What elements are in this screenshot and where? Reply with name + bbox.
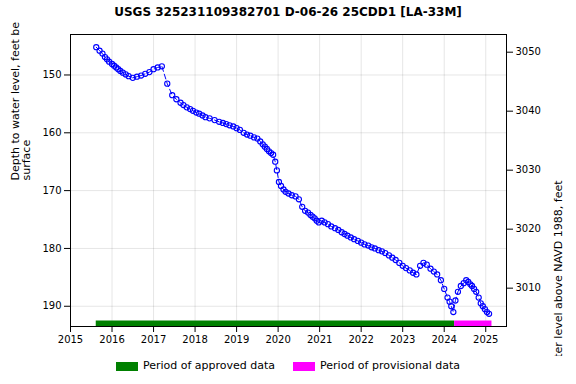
svg-text:2024: 2024 xyxy=(431,334,456,345)
svg-text:Depth to water level, feet bel: Depth to water level, feet below landsur… xyxy=(9,22,33,181)
svg-text:3020: 3020 xyxy=(516,223,541,234)
svg-text:2016: 2016 xyxy=(99,334,124,345)
svg-text:160: 160 xyxy=(42,127,61,138)
svg-text:2021: 2021 xyxy=(307,334,332,345)
svg-text:150: 150 xyxy=(42,69,61,80)
svg-text:3040: 3040 xyxy=(516,105,541,116)
svg-text:2022: 2022 xyxy=(348,334,373,345)
svg-text:2025: 2025 xyxy=(473,334,498,345)
svg-text:2017: 2017 xyxy=(141,334,166,345)
html-text:Period of provisional data: Period of provisional data xyxy=(320,359,461,372)
svg-text:2015: 2015 xyxy=(58,334,83,345)
svg-text:3030: 3030 xyxy=(516,164,541,175)
svg-text:3010: 3010 xyxy=(516,282,541,293)
svg-text:2019: 2019 xyxy=(224,334,249,345)
svg-text:170: 170 xyxy=(42,185,61,196)
svg-text:Groundwater level above NAVD 1: Groundwater level above NAVD 1988, feet xyxy=(552,180,565,356)
svg-text:180: 180 xyxy=(42,243,61,254)
svg-text:3050: 3050 xyxy=(516,46,541,57)
html-text:USGS 325231109382701 D-06-26 2: USGS 325231109382701 D-06-26 25CDD1 [LA-… xyxy=(114,5,462,19)
svg-text:2020: 2020 xyxy=(265,334,290,345)
html-text:Period of approved data: Period of approved data xyxy=(142,359,276,372)
svg-text:2023: 2023 xyxy=(390,334,415,345)
svg-text:190: 190 xyxy=(42,300,61,311)
svg-text:2018: 2018 xyxy=(182,334,207,345)
